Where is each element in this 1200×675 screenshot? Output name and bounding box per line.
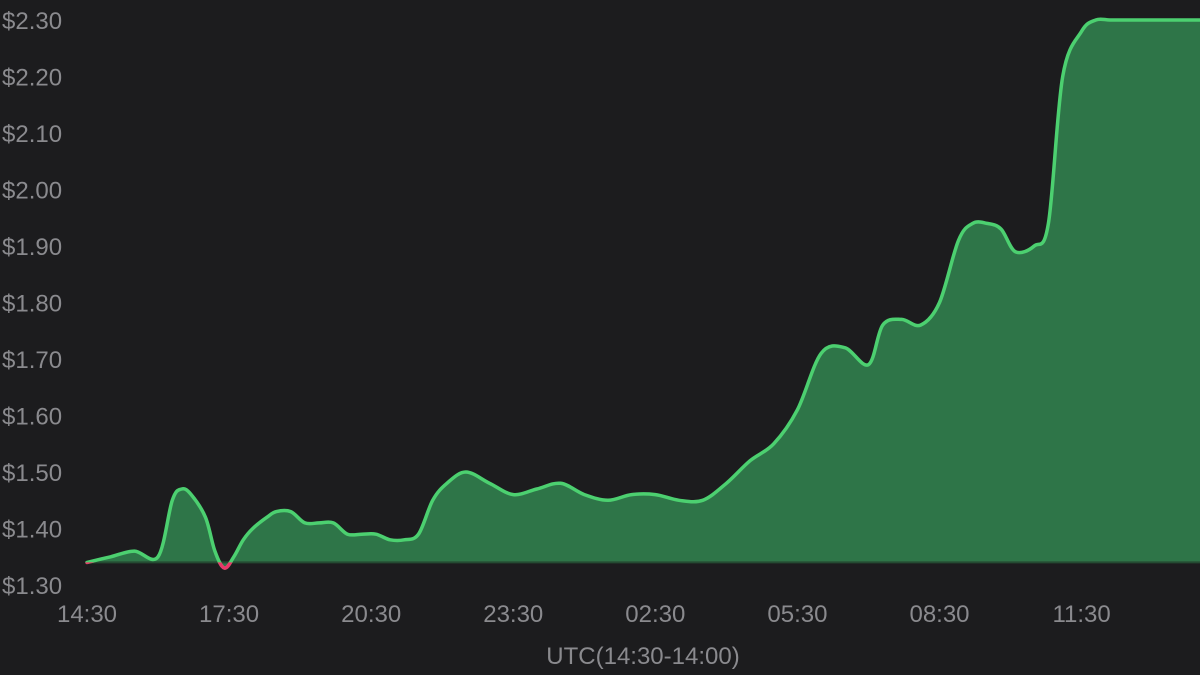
y-tick-label: $1.40	[2, 517, 62, 544]
y-tick-label: $1.90	[2, 234, 62, 261]
area-layer	[85, 17, 1200, 570]
y-tick-label: $1.80	[2, 291, 62, 318]
y-tick-label: $2.10	[2, 121, 62, 148]
x-tick-label: 23:30	[483, 601, 543, 628]
price-line	[85, 17, 1200, 570]
x-tick-label: 11:30	[1052, 601, 1110, 628]
y-tick-label: $1.70	[2, 347, 62, 374]
y-axis: $1.30 $1.40 $1.50 $1.60 $1.70 $1.80 $1.90 $2.00…	[2, 8, 62, 600]
x-tick-label: 17:30	[199, 601, 259, 628]
x-axis: 14:30 17:30 20:30 23:30 02:30 05:30 08:30 11:30	[57, 601, 1111, 628]
y-tick-label: $2.00	[2, 178, 62, 205]
x-tick-label: 14:30	[57, 601, 117, 628]
y-tick-label: $1.60	[2, 404, 62, 431]
y-tick-label: $1.30	[2, 573, 62, 600]
y-tick-label: $2.30	[2, 8, 62, 35]
x-tick-label: 08:30	[909, 601, 969, 628]
y-tick-label: $2.20	[2, 65, 62, 92]
x-tick-label: 20:30	[341, 601, 401, 628]
x-axis-label: UTC(14:30-14:00)	[546, 643, 739, 670]
x-tick-label: 05:30	[767, 601, 827, 628]
area-fill	[87, 19, 1200, 569]
y-tick-label: $1.50	[2, 460, 62, 487]
x-tick-label: 02:30	[625, 601, 685, 628]
